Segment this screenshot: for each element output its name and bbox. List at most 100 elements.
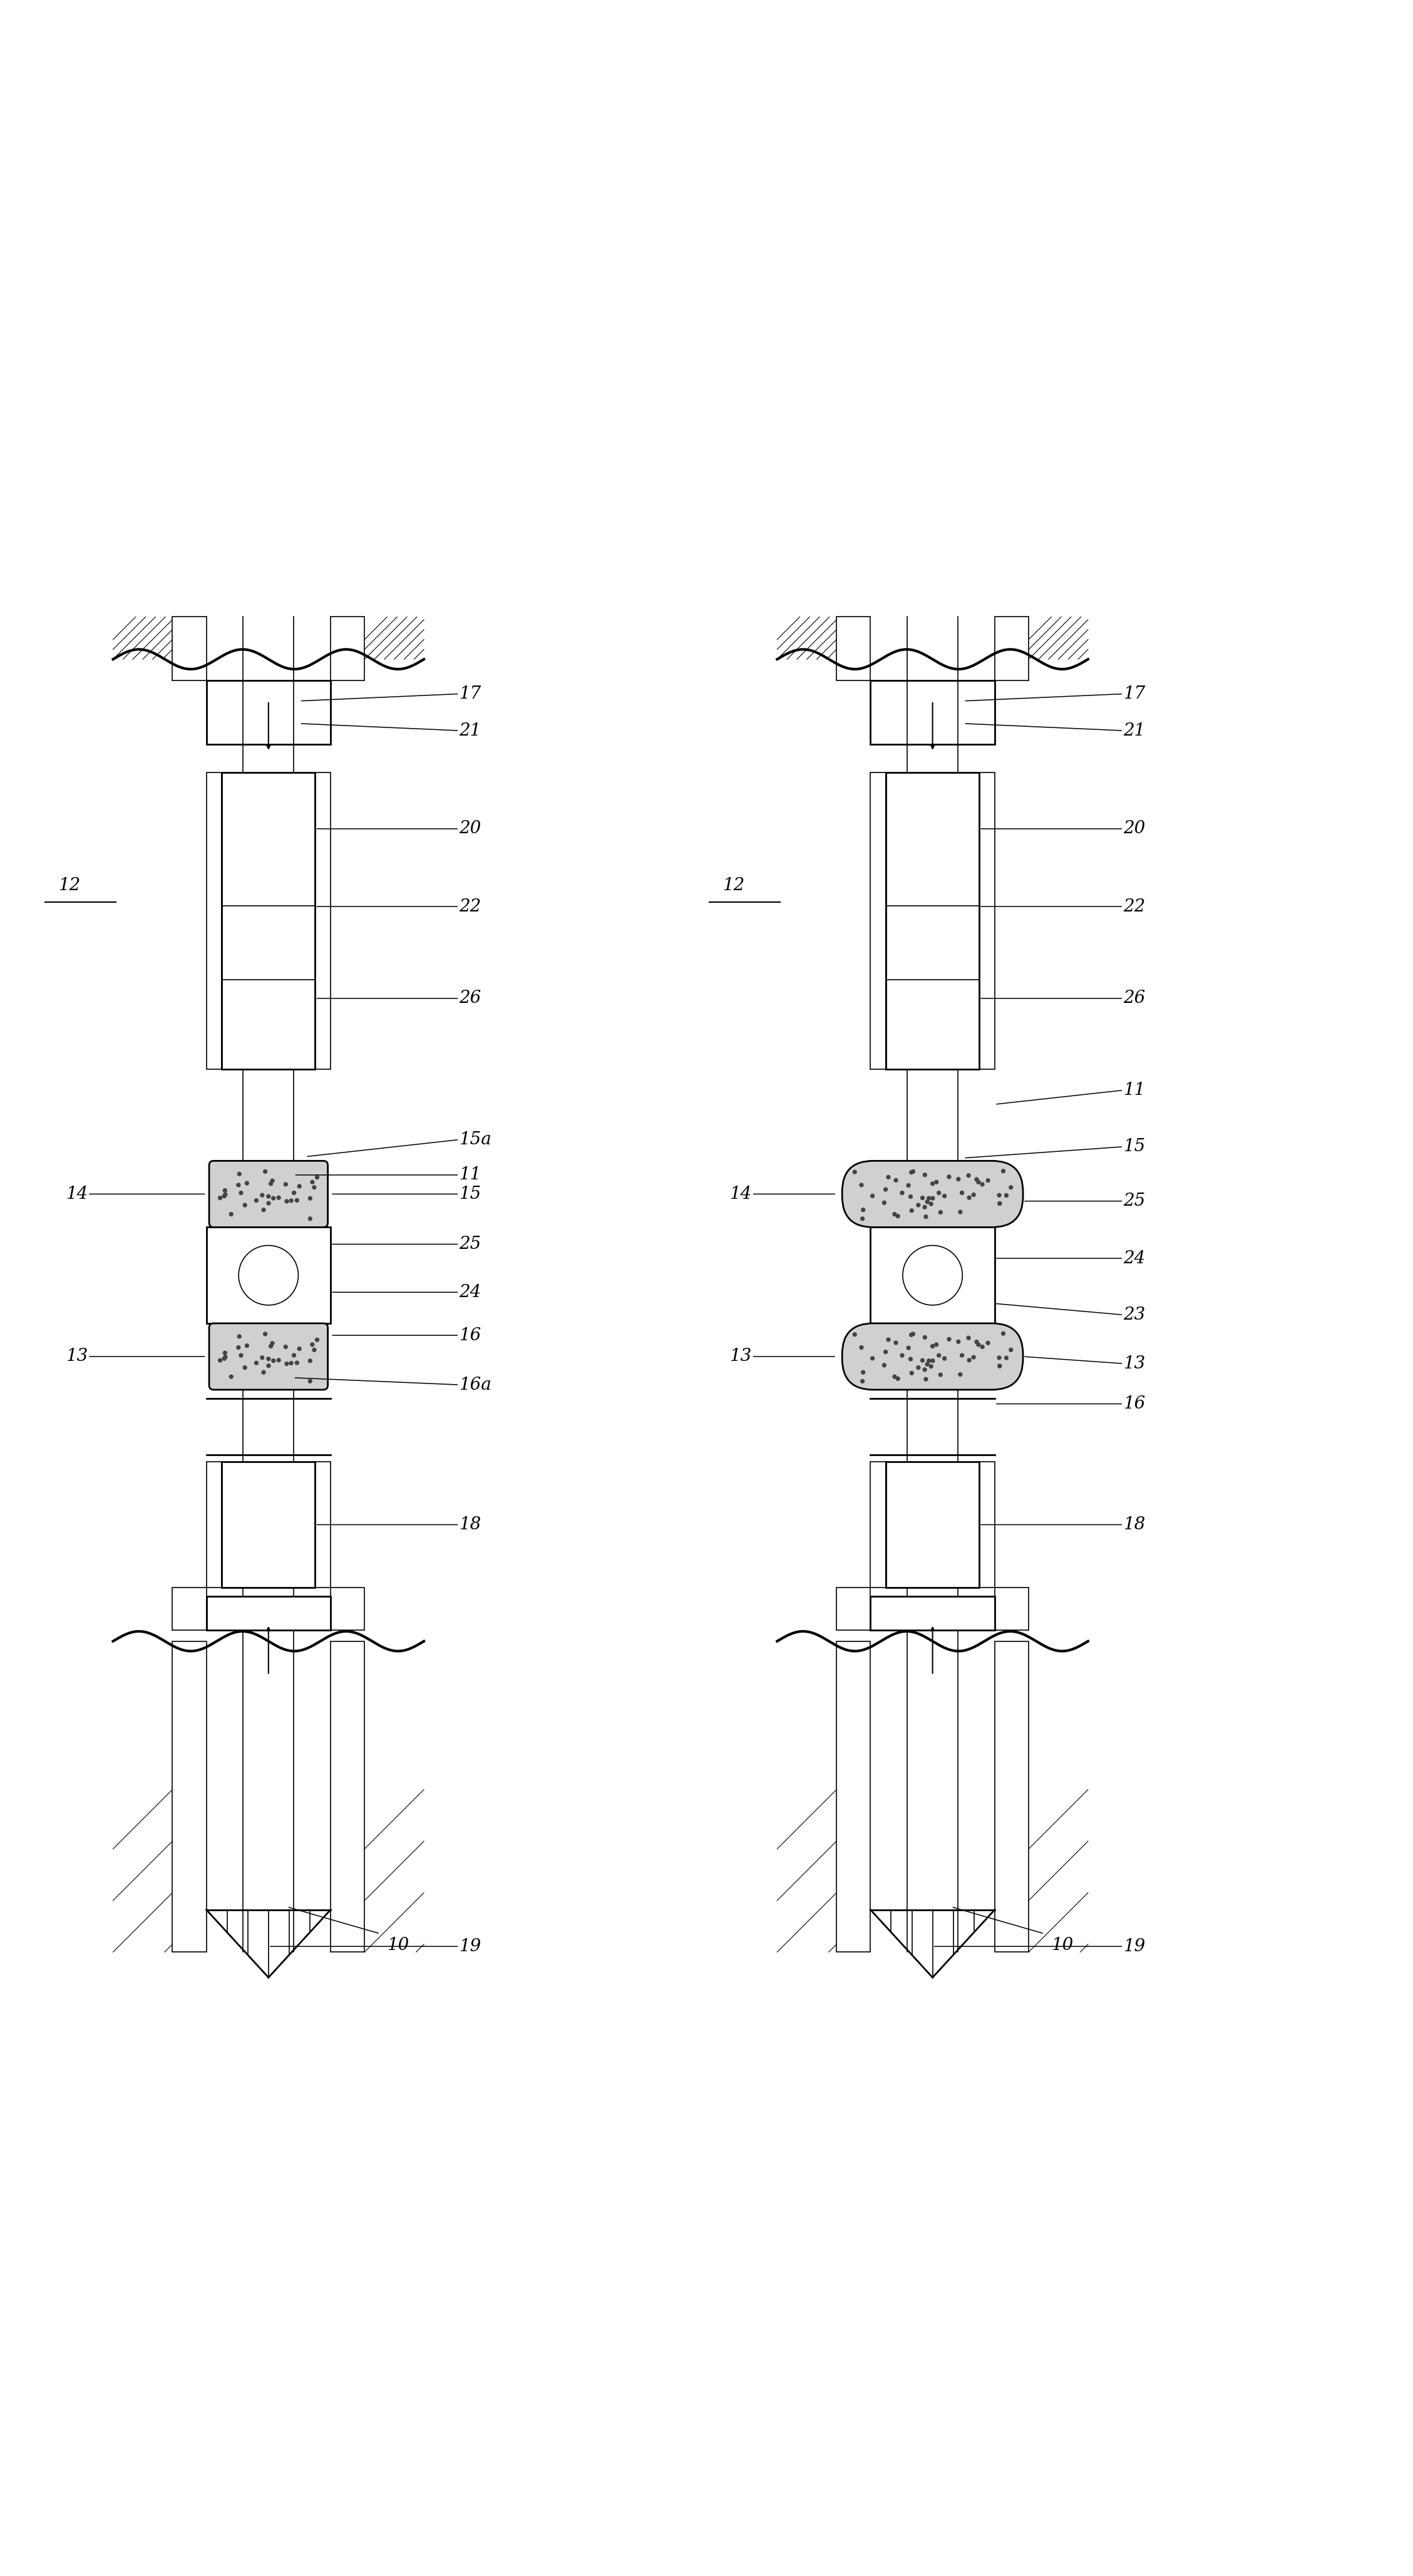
- Bar: [331, 616, 365, 680]
- Circle shape: [910, 1370, 913, 1376]
- Text: 24: 24: [1123, 1249, 1146, 1267]
- Circle shape: [267, 1200, 270, 1206]
- Circle shape: [981, 1182, 985, 1185]
- Circle shape: [998, 1193, 1000, 1198]
- Circle shape: [236, 1182, 240, 1188]
- Bar: [222, 1461, 315, 1587]
- Circle shape: [312, 1347, 317, 1352]
- Circle shape: [290, 1360, 292, 1365]
- Text: 20: 20: [459, 819, 482, 837]
- Bar: [870, 680, 995, 744]
- Bar: [222, 773, 315, 1069]
- Circle shape: [958, 1211, 962, 1213]
- Circle shape: [254, 1198, 259, 1203]
- Circle shape: [910, 1208, 913, 1213]
- Circle shape: [975, 1177, 978, 1182]
- Text: 11: 11: [1123, 1082, 1146, 1097]
- Circle shape: [981, 1345, 985, 1350]
- Circle shape: [942, 1195, 947, 1198]
- Circle shape: [223, 1193, 227, 1195]
- Circle shape: [924, 1378, 928, 1381]
- Circle shape: [870, 1358, 875, 1360]
- Circle shape: [223, 1350, 226, 1355]
- Circle shape: [931, 1195, 934, 1200]
- Circle shape: [261, 1370, 266, 1373]
- Circle shape: [927, 1360, 931, 1363]
- Bar: [995, 1587, 1029, 1631]
- Text: 17: 17: [459, 685, 482, 703]
- Circle shape: [998, 1200, 1002, 1206]
- Circle shape: [976, 1180, 981, 1185]
- Circle shape: [931, 1360, 934, 1363]
- Circle shape: [218, 1358, 222, 1363]
- Circle shape: [223, 1355, 227, 1358]
- Bar: [206, 680, 331, 744]
- Circle shape: [260, 1355, 264, 1360]
- Circle shape: [315, 1337, 319, 1342]
- Circle shape: [237, 1172, 242, 1175]
- Bar: [886, 773, 979, 1069]
- Circle shape: [921, 1195, 924, 1200]
- Circle shape: [239, 1352, 243, 1358]
- Circle shape: [254, 1360, 259, 1365]
- Circle shape: [907, 1347, 910, 1350]
- Circle shape: [308, 1216, 312, 1221]
- Circle shape: [277, 1358, 281, 1363]
- Text: 12: 12: [722, 876, 745, 894]
- Circle shape: [976, 1342, 981, 1347]
- Circle shape: [910, 1170, 913, 1175]
- Bar: [315, 1461, 331, 1587]
- Circle shape: [966, 1175, 971, 1177]
- Bar: [172, 1587, 206, 1631]
- Circle shape: [862, 1208, 865, 1211]
- Bar: [331, 1587, 365, 1631]
- Circle shape: [938, 1373, 942, 1376]
- Text: 15: 15: [459, 1185, 482, 1203]
- FancyBboxPatch shape: [842, 1324, 1023, 1388]
- Circle shape: [271, 1360, 276, 1363]
- Circle shape: [861, 1378, 865, 1383]
- Bar: [331, 1641, 365, 1953]
- Circle shape: [290, 1198, 292, 1203]
- Circle shape: [959, 1190, 964, 1195]
- Circle shape: [947, 1175, 951, 1180]
- Circle shape: [957, 1177, 961, 1180]
- Bar: [870, 773, 886, 1069]
- Circle shape: [896, 1213, 900, 1218]
- Text: 20: 20: [1123, 819, 1146, 837]
- Text: 17: 17: [1123, 685, 1146, 703]
- Circle shape: [923, 1334, 927, 1340]
- Circle shape: [931, 1182, 934, 1185]
- Bar: [315, 773, 331, 1069]
- Text: 15a: 15a: [459, 1131, 492, 1149]
- Circle shape: [862, 1370, 865, 1373]
- Bar: [979, 773, 995, 1069]
- Circle shape: [886, 1337, 890, 1342]
- Circle shape: [917, 1203, 920, 1208]
- Circle shape: [229, 1376, 233, 1378]
- Text: 11: 11: [459, 1167, 482, 1182]
- Text: 16: 16: [1123, 1396, 1146, 1412]
- Circle shape: [909, 1195, 913, 1198]
- Text: 14: 14: [65, 1185, 88, 1203]
- Circle shape: [267, 1195, 270, 1198]
- Circle shape: [986, 1342, 989, 1345]
- Circle shape: [909, 1358, 913, 1360]
- Circle shape: [223, 1188, 226, 1193]
- Bar: [995, 1641, 1029, 1953]
- Circle shape: [934, 1180, 938, 1185]
- Circle shape: [285, 1200, 288, 1203]
- Bar: [172, 1641, 206, 1953]
- Bar: [870, 1461, 886, 1587]
- Circle shape: [998, 1365, 1002, 1368]
- FancyBboxPatch shape: [842, 1162, 1023, 1226]
- Circle shape: [260, 1193, 264, 1198]
- Circle shape: [975, 1340, 978, 1345]
- Circle shape: [959, 1352, 964, 1358]
- Circle shape: [968, 1195, 971, 1200]
- Circle shape: [911, 1332, 914, 1337]
- Text: 22: 22: [1123, 899, 1146, 914]
- Bar: [836, 1587, 870, 1631]
- Circle shape: [308, 1378, 312, 1383]
- Text: 22: 22: [459, 899, 482, 914]
